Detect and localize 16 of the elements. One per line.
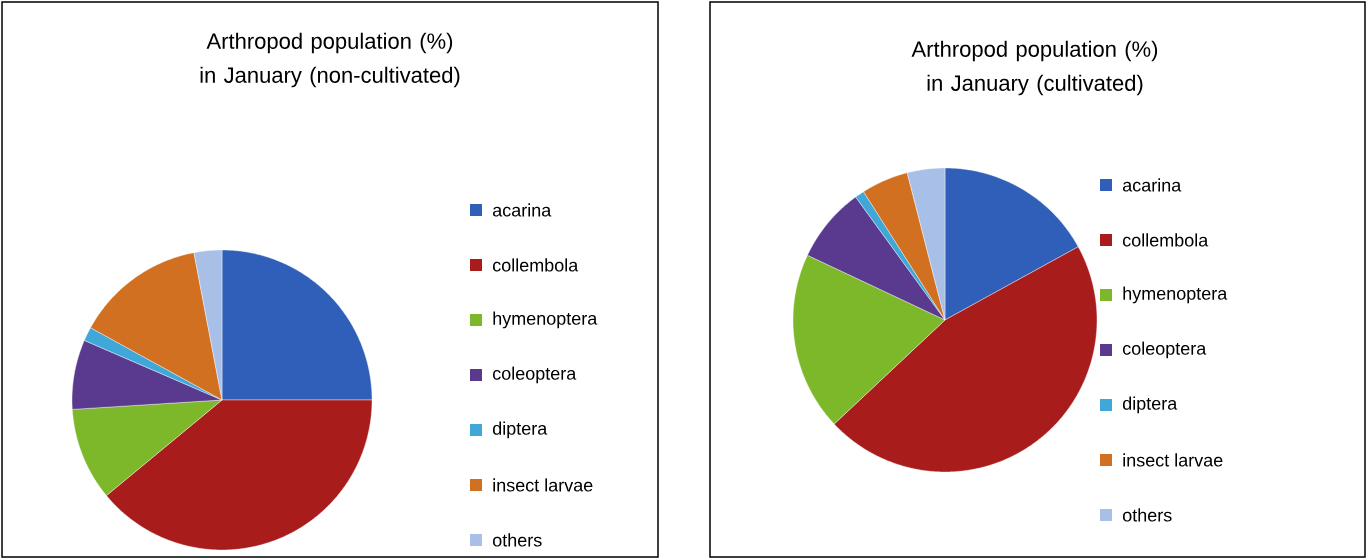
legend-label: insect larvae [493, 478, 593, 492]
legend-label: diptera [492, 421, 548, 439]
legend-label: acarina [492, 203, 552, 217]
legend-label: hymenoptera [493, 311, 598, 329]
legend-label: collembola [492, 258, 579, 272]
legend-label: diptera [1122, 396, 1178, 414]
legend-label: coleoptera [1122, 341, 1207, 359]
legend-label: acarina [1122, 178, 1182, 192]
chart-title: Arthropod population (%) in January (cultivated) [911, 40, 1158, 96]
legend-label: others [492, 533, 542, 547]
legend-label: collembola [1122, 233, 1209, 247]
chart-title: Arthropod population (%) in January (non-cultivated) [200, 32, 460, 88]
legend-label: insect larvae [1123, 453, 1223, 467]
legend-label: hymenoptera [1123, 286, 1228, 304]
legend-label: coleoptera [492, 366, 577, 384]
legend-label: others [1122, 508, 1172, 522]
